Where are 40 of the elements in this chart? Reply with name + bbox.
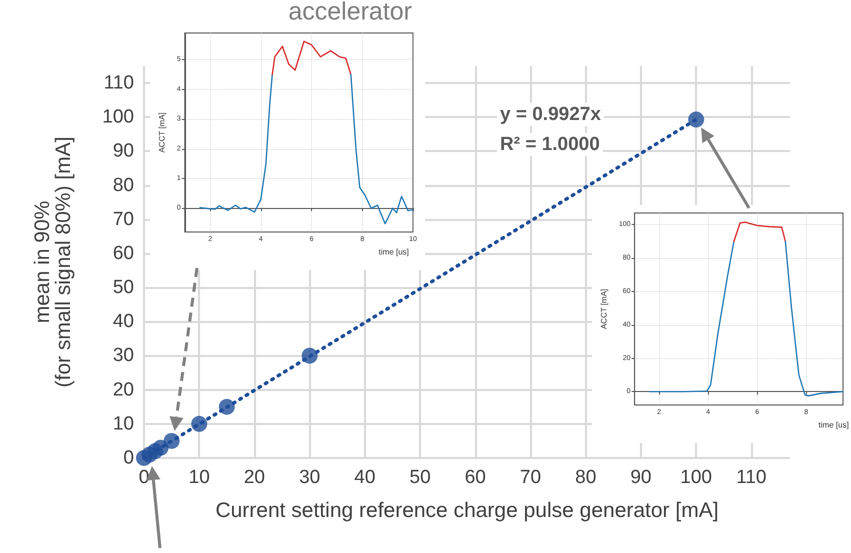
x-tick-label: 80 (575, 467, 596, 488)
line-series (648, 240, 735, 392)
y-tick-label: 100 (102, 106, 134, 128)
x-tick-label: 110 (736, 467, 766, 488)
line-series (350, 74, 414, 224)
annotation: R² = 1.0000 (500, 134, 600, 155)
x-tick-label: 20 (244, 467, 265, 488)
line-series (272, 40, 352, 76)
y-tick-label: 20 (112, 379, 134, 400)
x-tick-label: 60 (464, 467, 486, 488)
x-tick-label: 40 (354, 467, 376, 488)
y-tick-label: 0 (123, 448, 134, 468)
x-tick-label: 50 (410, 467, 431, 488)
y-axis-title: mean in 90% (for small signal 80%) [mA] (31, 136, 75, 388)
y-tick-label: 110 (104, 72, 134, 94)
line-series (199, 74, 273, 213)
point (688, 112, 704, 128)
y-tick-label: 50 (112, 277, 134, 298)
x-tick-label: 30 (299, 467, 320, 488)
x-tick-label: 100 (680, 467, 712, 488)
x-axis-title: Current setting reference charge pulse generator [mA] (215, 499, 719, 522)
y-tick-label: 40 (112, 311, 134, 332)
y-tick-label: 80 (112, 174, 134, 196)
y-axis-title: ACCT [mA] (158, 112, 166, 153)
point (164, 432, 180, 449)
x-axis-title: time [us] (818, 420, 849, 430)
chart-title: accelerator (288, 0, 412, 26)
line-series (733, 222, 786, 242)
point (191, 416, 208, 432)
y-axis-title: ACCT [mA] (600, 288, 608, 330)
y-tick-label: 30 (112, 345, 134, 366)
annotation: y = 0.9927x (500, 104, 602, 125)
y-tick-label: 70 (112, 208, 134, 230)
x-axis-title: time [us] (378, 247, 409, 256)
line-series (784, 240, 844, 396)
x-tick-label: 70 (520, 467, 542, 488)
point (152, 440, 169, 456)
y-tick-label: 90 (112, 140, 134, 162)
point (218, 398, 235, 415)
point (302, 348, 318, 364)
